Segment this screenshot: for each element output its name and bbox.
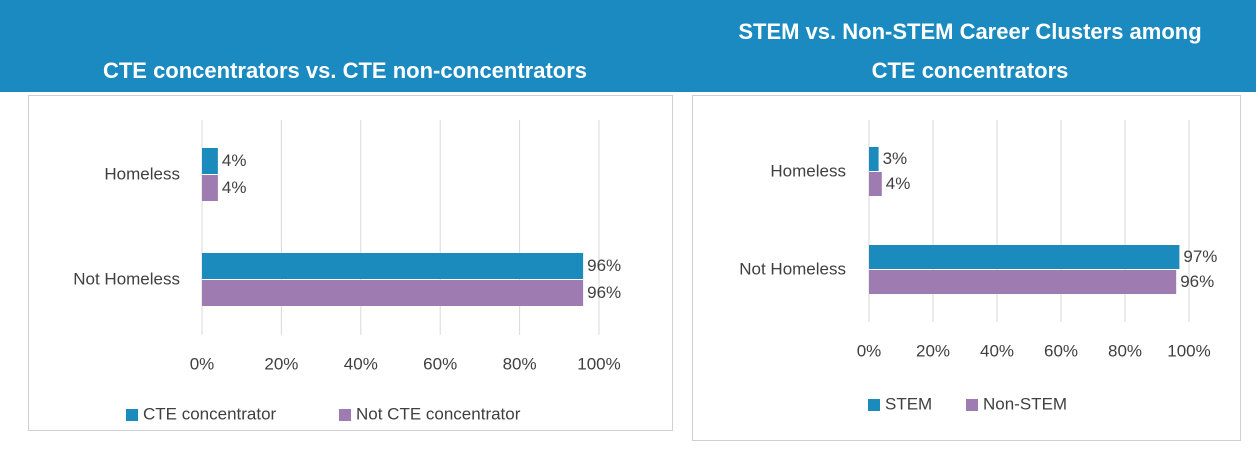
- x-tick-label: 20%: [916, 341, 950, 360]
- y-tick-label: Homeless: [770, 161, 846, 180]
- chart-title: CTE concentrators vs. CTE non-concentrat…: [103, 58, 587, 83]
- x-tick-label: 40%: [980, 341, 1014, 360]
- legend-swatch: [868, 399, 880, 411]
- bar: [202, 175, 218, 201]
- chart-title: STEM vs. Non-STEM Career Clusters among: [738, 19, 1201, 44]
- x-tick-label: 0%: [190, 354, 215, 373]
- bar: [202, 253, 584, 279]
- data-label: 96%: [587, 256, 621, 275]
- data-label: 4%: [222, 178, 247, 197]
- x-tick-label: 20%: [264, 354, 298, 373]
- data-label: 96%: [1180, 272, 1214, 291]
- legend-label: STEM: [885, 394, 932, 413]
- header-band: [0, 0, 1256, 92]
- bar: [869, 172, 882, 196]
- x-tick-label: 60%: [423, 354, 457, 373]
- legend-label: Non-STEM: [983, 394, 1067, 413]
- legend-swatch: [339, 409, 351, 421]
- legend-swatch: [126, 409, 138, 421]
- data-label: 97%: [1183, 247, 1217, 266]
- bar: [869, 147, 879, 171]
- legend-swatch: [966, 399, 978, 411]
- x-tick-label: 80%: [1108, 341, 1142, 360]
- x-tick-label: 100%: [1167, 341, 1210, 360]
- data-label: 96%: [587, 283, 621, 302]
- chart-title: CTE concentrators: [872, 58, 1069, 83]
- data-label: 4%: [222, 151, 247, 170]
- x-tick-label: 80%: [503, 354, 537, 373]
- legend-label: CTE concentrator: [143, 404, 277, 423]
- bar: [869, 245, 1180, 269]
- x-tick-label: 0%: [857, 341, 882, 360]
- bar: [869, 270, 1177, 294]
- bar: [202, 148, 218, 174]
- x-tick-label: 60%: [1044, 341, 1078, 360]
- data-label: 3%: [883, 149, 908, 168]
- y-tick-label: Not Homeless: [739, 259, 846, 278]
- x-tick-label: 40%: [344, 354, 378, 373]
- y-tick-label: Not Homeless: [73, 269, 180, 288]
- data-label: 4%: [886, 174, 911, 193]
- legend-label: Not CTE concentrator: [356, 404, 521, 423]
- y-tick-label: Homeless: [104, 164, 180, 183]
- bar: [202, 280, 584, 306]
- x-tick-label: 100%: [577, 354, 620, 373]
